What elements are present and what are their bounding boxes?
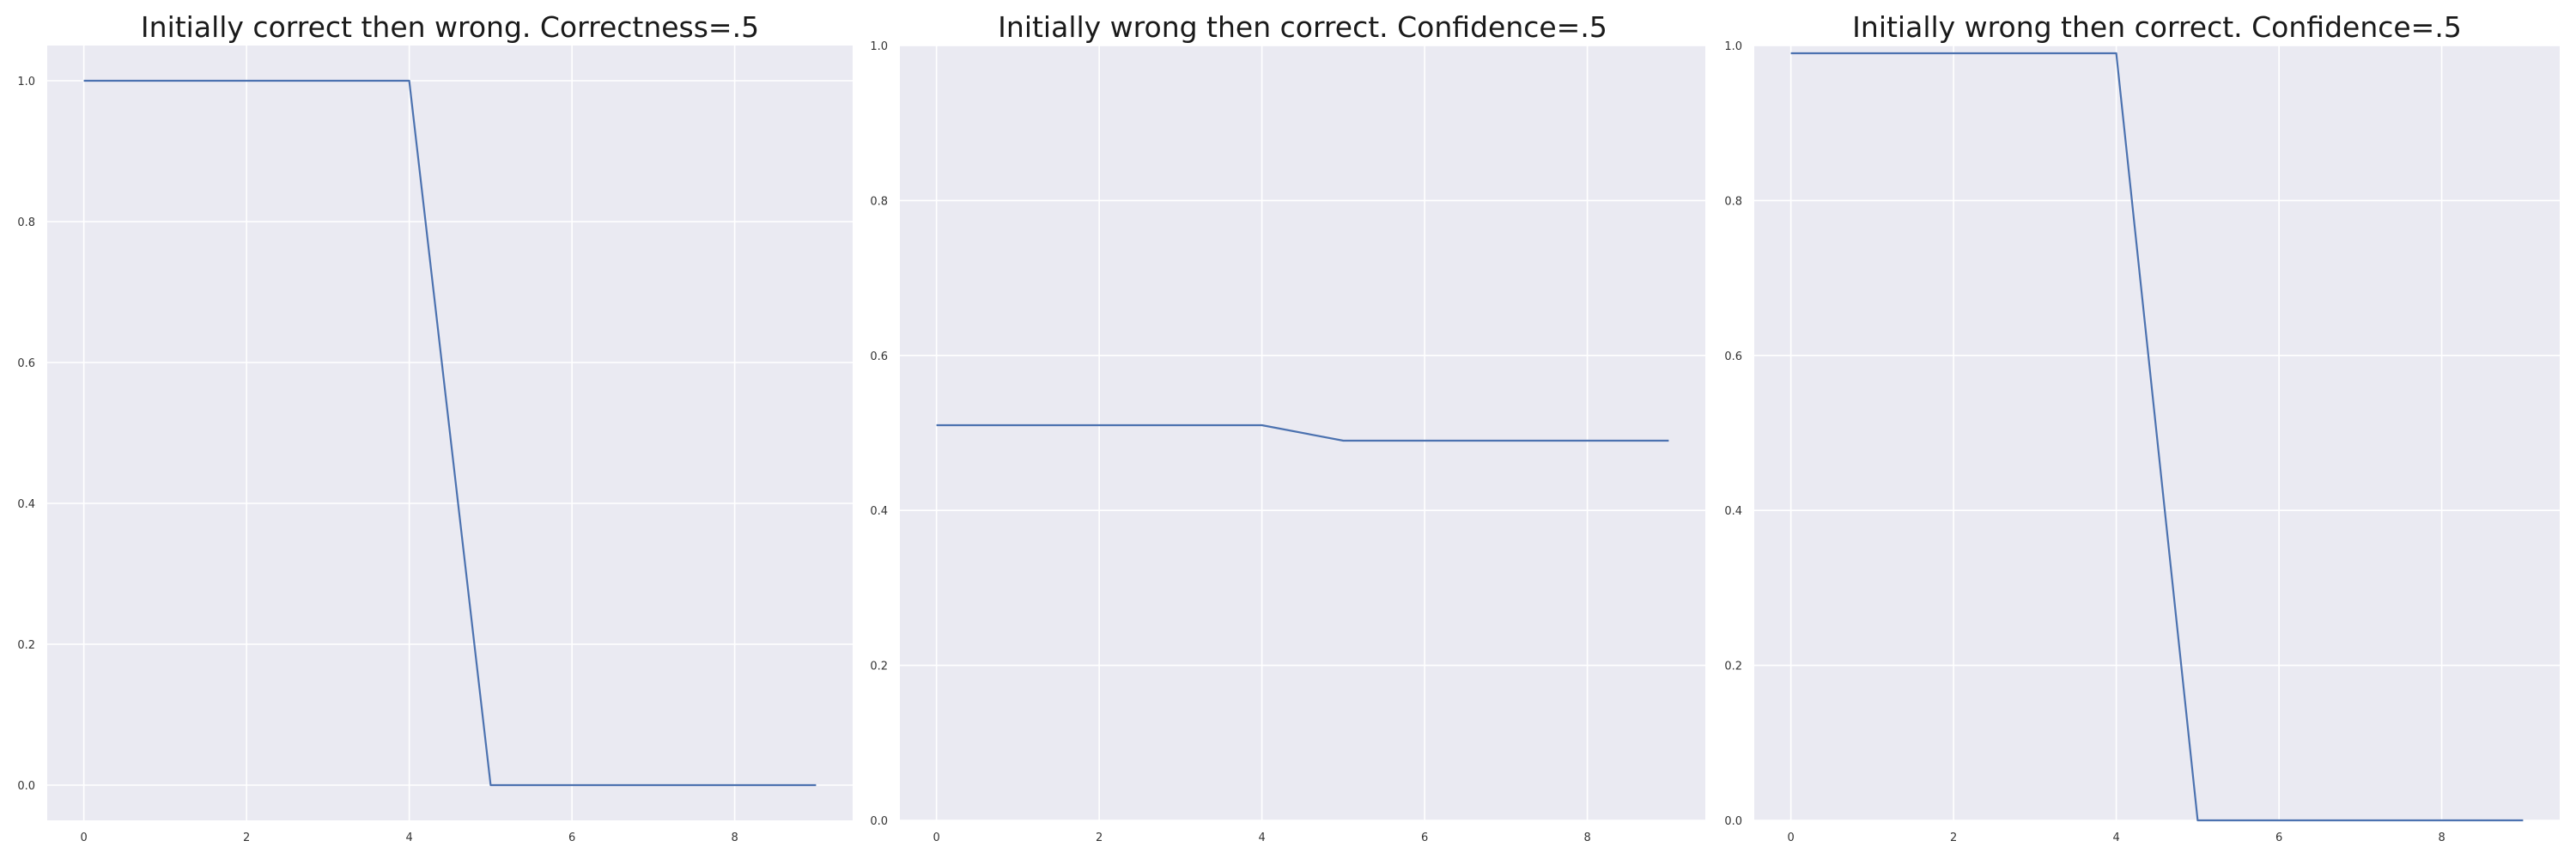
x-tick-label: 6: [1421, 832, 1428, 844]
x-tick-label: 4: [1258, 832, 1265, 844]
x-tick-label: 8: [731, 832, 738, 844]
x-tick-label: 8: [1583, 832, 1590, 844]
chart-title: Initially wrong then correct. Confidence…: [1852, 10, 2462, 44]
y-tick-label: 0.6: [17, 357, 35, 370]
y-tick-label: 0.6: [870, 350, 888, 363]
y-tick-label: 1.0: [17, 76, 35, 88]
x-tick-label: 4: [2112, 832, 2119, 844]
series-line: [83, 79, 817, 787]
y-tick-label: 0.2: [870, 661, 888, 673]
chart-panel-2: 0 2 4 6 8 0.0 0.2 0.4 0.6 0.8 1.0 Initially wrong t…: [870, 10, 1705, 844]
chart-title: Initially wrong then correct. Confidence…: [998, 10, 1607, 44]
y-tick-label: 0.8: [1724, 195, 1742, 208]
x-tick-label: 6: [2275, 832, 2282, 844]
x-tick-label: 4: [405, 832, 412, 844]
y-tick-label: 0.2: [17, 639, 35, 652]
y-tick-label: 0.2: [1724, 661, 1742, 673]
y-tick-label: 0.0: [1724, 815, 1742, 828]
y-tick-label: 0.4: [870, 505, 888, 518]
y-tick-label: 0.8: [870, 195, 888, 208]
y-tick-label: 1.0: [1724, 40, 1742, 53]
y-tick-label: 0.6: [1724, 350, 1742, 363]
x-tick-label: 8: [2438, 832, 2445, 844]
x-tick-label: 0: [80, 832, 87, 844]
x-tick-label: 2: [243, 832, 250, 844]
y-tick-label: 0.4: [17, 498, 35, 511]
chart-panel-1: 0 2 4 6 8 0.0 0.2 0.4 0.6 0.8 1.0 Initially correct…: [17, 10, 853, 844]
x-tick-label: 0: [1787, 832, 1794, 844]
series-line: [1790, 52, 2524, 822]
chart-panel-3: 0 2 4 6 8 0.0 0.2 0.4 0.6 0.8 1.0 Initially wrong t…: [1724, 10, 2560, 844]
y-tick-label: 0.8: [17, 216, 35, 229]
chart-title: Initially correct then wrong. Correctnes…: [141, 10, 759, 44]
series-line: [936, 423, 1669, 442]
y-tick-label: 0.0: [17, 780, 35, 793]
x-tick-label: 6: [568, 832, 575, 844]
x-tick-label: 0: [933, 832, 939, 844]
y-tick-label: 1.0: [870, 40, 888, 53]
x-tick-label: 2: [1950, 832, 1957, 844]
y-tick-label: 0.4: [1724, 505, 1742, 518]
x-tick-label: 2: [1096, 832, 1103, 844]
y-tick-label: 0.0: [870, 815, 888, 828]
